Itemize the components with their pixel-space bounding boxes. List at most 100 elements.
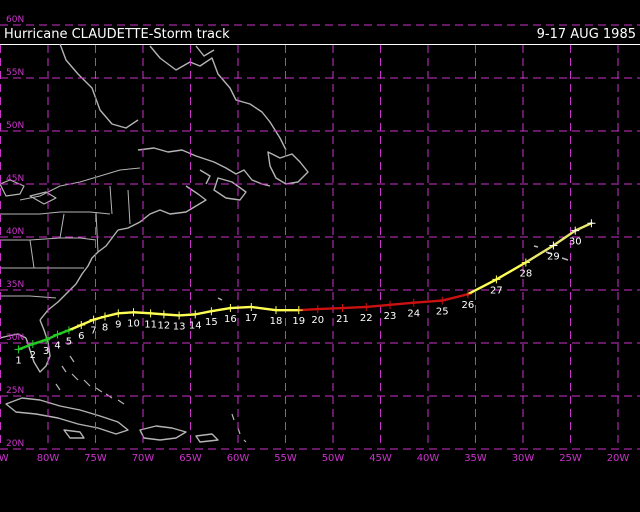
- map-title: Hurricane CLAUDETTE-Storm track: [4, 27, 230, 42]
- track-position-label: 5: [66, 336, 72, 347]
- track-segment: [210, 306, 232, 313]
- track-segment: [67, 323, 83, 332]
- track-position-marker: [42, 335, 51, 344]
- track-position-label: 10: [127, 318, 140, 329]
- track-position-marker: [89, 315, 98, 324]
- track-position-label: 4: [54, 341, 60, 352]
- track-position-label: 24: [407, 309, 420, 320]
- longitude-label: 80W: [37, 453, 60, 464]
- longitude-label: 60W: [227, 453, 250, 464]
- track-position-marker: [28, 340, 37, 349]
- latitude-label: 50N: [6, 121, 24, 131]
- track-position-marker: [191, 310, 200, 319]
- longitude-label: 75W: [84, 453, 107, 464]
- track-position-label: 6: [78, 331, 84, 342]
- track-position-label: 7: [90, 326, 96, 337]
- track-segment: [92, 315, 107, 321]
- track-position-marker: [313, 305, 322, 314]
- latitude-label: 25N: [6, 386, 24, 396]
- track-position-label: 12: [158, 320, 171, 331]
- track-position-marker: [101, 312, 109, 321]
- track-position-marker: [571, 226, 580, 235]
- longitude-label: 50W: [322, 453, 345, 464]
- track-position-marker: [492, 275, 501, 284]
- track-position-marker: [438, 296, 447, 305]
- track-position-marker: [77, 320, 86, 329]
- latitude-label: 30N: [6, 333, 24, 343]
- track-position-label: 22: [360, 313, 373, 324]
- track-position-marker: [146, 309, 155, 318]
- track-segment: [103, 312, 120, 318]
- latitude-label: 45N: [6, 174, 24, 184]
- longitude-label: 45W: [369, 453, 392, 464]
- track-segment: [441, 293, 470, 302]
- track-segment: [56, 329, 71, 336]
- track-position-marker: [226, 304, 235, 313]
- track-position-marker: [463, 290, 472, 299]
- track-position-label: 14: [189, 320, 202, 331]
- track-position-label: 16: [224, 314, 237, 325]
- track-segment: [552, 229, 577, 247]
- longitude-label: 35W: [464, 453, 487, 464]
- longitude-label: 40W: [417, 453, 440, 464]
- track-position-marker: [247, 302, 256, 311]
- latitude-label: 55N: [6, 68, 24, 78]
- longitude-label: 30W: [512, 453, 535, 464]
- track-segment: [316, 306, 344, 311]
- track-position-marker: [53, 330, 62, 339]
- longitude-label: 55W: [274, 453, 297, 464]
- latitude-label: 20N: [6, 439, 24, 449]
- track-position-label: 13: [173, 321, 186, 332]
- track-position-label: 18: [270, 316, 283, 327]
- latitude-labels: 20N 25N 30N 35N 40N 45N 50N 55N 60N: [6, 15, 24, 449]
- track-position-label: 1: [15, 355, 21, 366]
- track-position-marker: [549, 241, 558, 250]
- storm-track-labels: 1 2 3 4 5 6 7 8 9 10 11 12 13 14 15 16 17 18 19 20 21 22 23 24 2…: [15, 237, 581, 367]
- track-segment: [194, 310, 213, 316]
- track-position-marker: [114, 309, 123, 318]
- track-segment: [412, 299, 444, 304]
- track-position-marker: [409, 298, 418, 307]
- track-position-label: 28: [519, 268, 532, 279]
- track-position-label: 19: [292, 316, 305, 327]
- track-position-marker: [64, 326, 73, 335]
- track-segment: [466, 278, 498, 296]
- latitude-label: 40N: [6, 227, 24, 237]
- longitude-label: 65W: [179, 453, 202, 464]
- track-segment: [495, 261, 528, 281]
- track-segment: [574, 222, 593, 232]
- track-position-marker: [338, 304, 347, 313]
- latitude-label: 60N: [6, 15, 24, 25]
- track-position-label: 8: [102, 323, 108, 334]
- lat-lon-grid: [0, 24, 640, 450]
- track-position-marker: [175, 311, 184, 320]
- longitude-label: 70W: [132, 453, 155, 464]
- track-position-label: 20: [311, 315, 324, 326]
- coastlines: [0, 43, 569, 443]
- track-position-label: 17: [245, 313, 258, 324]
- track-position-marker: [294, 306, 303, 315]
- track-position-marker: [14, 345, 23, 354]
- track-position-marker: [521, 258, 530, 267]
- track-segment: [31, 338, 48, 346]
- track-position-marker: [362, 302, 371, 311]
- track-position-label: 9: [115, 319, 121, 330]
- track-position-label: 30: [569, 237, 582, 248]
- latitude-label: 35N: [6, 280, 24, 290]
- longitude-label: 5W: [0, 453, 9, 464]
- longitude-label: 20W: [607, 453, 630, 464]
- track-position-label: 3: [43, 346, 49, 357]
- track-position-label: 15: [205, 317, 218, 328]
- storm-track: [14, 219, 596, 354]
- track-segment: [44, 333, 59, 342]
- map-header: Hurricane CLAUDETTE-Storm track 9-17 AUG…: [0, 0, 640, 44]
- track-position-label: 11: [144, 319, 157, 330]
- longitude-label: 25W: [559, 453, 582, 464]
- track-position-marker: [386, 300, 394, 309]
- track-position-label: 21: [336, 314, 349, 325]
- track-position-marker: [129, 308, 138, 317]
- track-position-marker: [207, 307, 216, 316]
- track-position-label: 25: [436, 307, 449, 318]
- track-position-marker: [587, 219, 596, 228]
